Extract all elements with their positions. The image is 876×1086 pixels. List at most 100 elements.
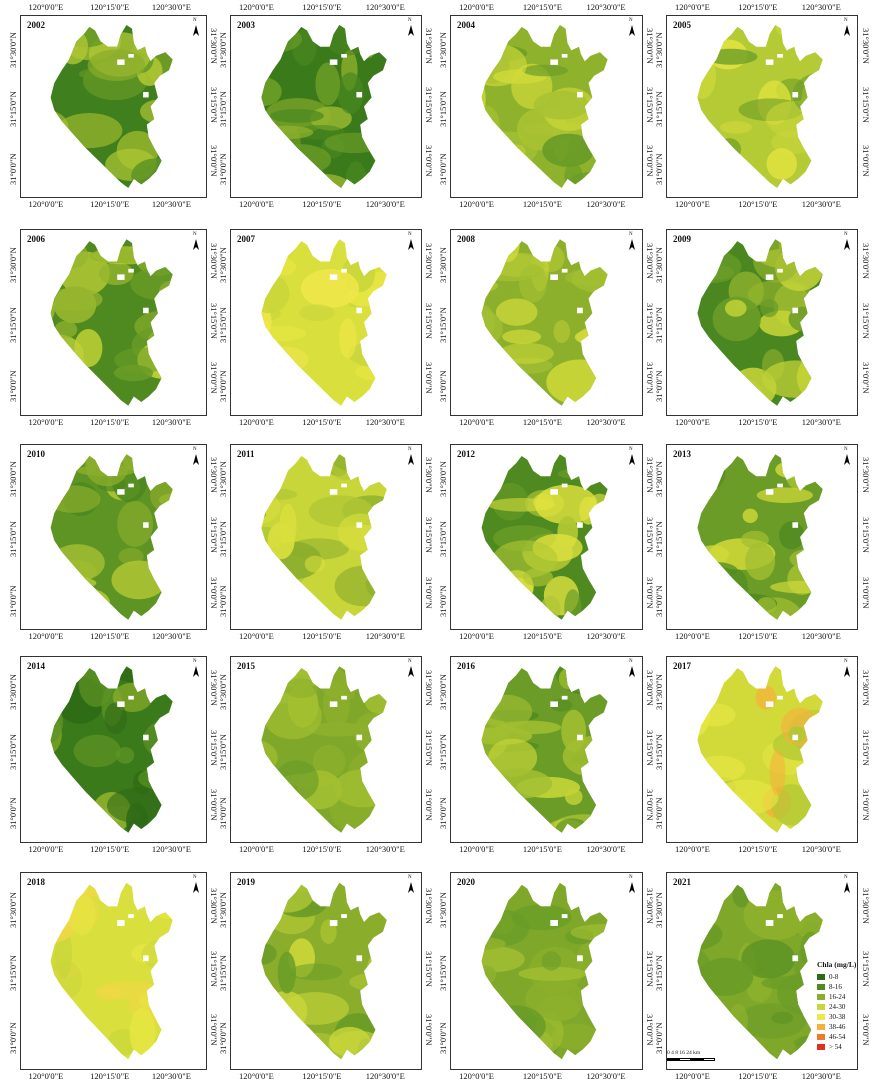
concentration-patch (56, 113, 123, 149)
concentration-patch (334, 565, 387, 607)
lon-tick: 120°0'0"E (459, 631, 494, 641)
lat-tick: 31°30'0"N (218, 32, 228, 68)
island (792, 522, 799, 528)
lon-tick-top: 120°0'0"E (675, 2, 710, 12)
lon-tick-top: 120°15'0"E (90, 2, 130, 12)
lat-tick: 31°0'0"N (8, 1022, 18, 1055)
island (117, 274, 125, 280)
map-panel-2009: 2009 N (666, 229, 858, 416)
concentration-patch (149, 882, 173, 920)
lon-tick: 120°30'0"E (586, 199, 626, 209)
year-label: 2011 (237, 449, 255, 459)
concentration-patch (146, 882, 163, 898)
lon-tick: 120°30'0"E (365, 417, 405, 427)
concentration-patch (268, 144, 332, 176)
lat-tick-right: 31°0'0"N (209, 1014, 219, 1046)
lat-tick: 31°15'0"N (438, 306, 448, 343)
concentration-patch (161, 25, 173, 42)
lat-tick: 31°15'0"N (8, 90, 18, 127)
concentration-patch (308, 722, 368, 737)
lat-tick-right: 31°15'0"N (645, 951, 655, 987)
concentration-patch (114, 667, 169, 684)
lat-tick-right: 31°15'0"N (424, 951, 434, 987)
legend-item: 0-8 (817, 972, 875, 982)
north-arrow-glyph (844, 882, 850, 893)
concentration-patch (719, 121, 753, 134)
lon-tick-top: 120°0'0"E (28, 2, 64, 12)
north-label: N (193, 659, 197, 664)
lat-tick-right: 31°15'0"N (861, 302, 871, 339)
concentration-patch (518, 264, 547, 303)
island (765, 489, 774, 495)
concentration-patch (141, 938, 173, 971)
north-arrow-icon: N (626, 447, 638, 466)
north-arrow-icon: N (841, 875, 853, 894)
concentration-patch (481, 49, 497, 62)
concentration-patch (541, 951, 562, 971)
concentration-patch (68, 894, 96, 935)
concentration-patch (745, 542, 776, 581)
concentration-patch (697, 142, 709, 179)
concentration-patch (697, 144, 721, 173)
concentration-patch (64, 1038, 116, 1060)
concentration-patch (771, 784, 812, 826)
concentration-patch (697, 755, 746, 783)
north-label: N (629, 18, 633, 23)
lat-tick-right: 31°0'0"N (645, 1014, 655, 1046)
map-panel-2018: 2018 N (20, 872, 207, 1070)
concentration-patch (364, 689, 387, 714)
concentration-patch (588, 968, 608, 1014)
lat-tick: 31°30'0"N (654, 673, 664, 710)
concentration-patch (312, 744, 346, 779)
concentration-patch (328, 1026, 371, 1057)
lon-tick: 120°0'0"E (28, 1071, 64, 1081)
concentration-patch (737, 1003, 807, 1039)
lat-tick-right: 31°0'0"N (209, 789, 219, 821)
concentration-patch (697, 123, 709, 159)
concentration-patch (261, 346, 309, 373)
map-panel-2007: 2007 N (230, 229, 422, 416)
north-arrow-icon: N (841, 18, 853, 37)
concentration-patch (724, 299, 747, 317)
lake-fill (481, 239, 608, 406)
island (561, 483, 568, 488)
lon-tick: 120°30'0"E (586, 417, 626, 427)
map-panel-2016: 2016 N (450, 656, 643, 843)
concentration-patch (553, 320, 570, 344)
concentration-patch (712, 296, 761, 342)
concentration-patch (756, 487, 813, 503)
lake-map (261, 25, 387, 188)
concentration-patch (304, 555, 326, 573)
lon-tick-top: 120°30'0"E (801, 2, 841, 12)
island (777, 54, 783, 58)
lat-tick-right: 31°30'0"N (424, 457, 434, 494)
concentration-patch (770, 580, 823, 594)
north-arrow-icon: N (190, 232, 202, 251)
lat-tick-right: 31°30'0"N (209, 27, 219, 64)
island (777, 483, 783, 488)
concentration-patch (801, 454, 823, 481)
island (561, 695, 568, 700)
map-panel-2019: 2019 N (230, 872, 422, 1070)
legend-label: 38-46 (829, 1023, 846, 1031)
map-panel-2010: 2010 N (20, 444, 207, 630)
lat-tick-right: 31°30'0"N (645, 669, 655, 706)
concentration-patch (697, 688, 711, 736)
island (550, 274, 558, 280)
north-arrow-glyph (193, 666, 199, 677)
concentration-patch (697, 52, 717, 99)
island (777, 914, 783, 919)
year-label: 2009 (673, 234, 691, 244)
lat-tick: 31°30'0"N (218, 891, 228, 928)
lat-tick: 31°30'0"N (438, 32, 448, 68)
concentration-patch (564, 268, 608, 287)
lon-tick: 120°15'0"E (90, 844, 130, 854)
map-panel-2017: 2017 N (666, 656, 858, 843)
lat-tick: 31°0'0"N (438, 153, 448, 186)
lat-tick-right: 31°15'0"N (861, 86, 871, 123)
year-label: 2010 (27, 449, 45, 459)
concentration-patch (359, 25, 379, 58)
legend-label: 24-30 (829, 1003, 846, 1011)
lake-map (697, 25, 823, 188)
legend-swatch (817, 994, 825, 1000)
